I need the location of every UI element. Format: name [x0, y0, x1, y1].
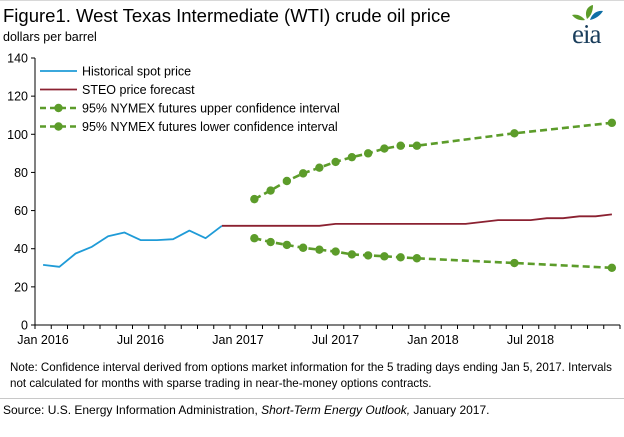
series-point-lower: [266, 237, 275, 247]
y-tick-label: 40: [14, 242, 28, 256]
x-tick-label: Jul 2016: [117, 333, 164, 347]
source-suffix: January 2017.: [410, 403, 490, 417]
series-point-upper: [607, 118, 617, 128]
series-point-lower: [250, 234, 259, 243]
source-prefix: Source: U.S. Energy Information Administ…: [3, 403, 262, 417]
series-point-upper: [396, 141, 405, 150]
series-point-lower: [510, 258, 519, 268]
eia-logo-text: eia: [572, 19, 602, 49]
legend-label-historical: Historical spot price: [82, 65, 191, 79]
series-line-historical: [42, 225, 223, 268]
figure-title: Figure1. West Texas Intermediate (WTI) c…: [3, 5, 451, 26]
series-point-upper: [412, 141, 422, 150]
x-tick-label: Jan 2016: [17, 333, 68, 347]
series-point-lower: [282, 240, 292, 250]
series-point-lower: [298, 243, 308, 252]
series-point-upper: [298, 169, 308, 178]
legend-marker-upper: [54, 103, 63, 113]
x-tick-label: Jul 2018: [507, 333, 554, 347]
x-tick-label: Jan 2018: [407, 333, 458, 347]
x-tick-label: Jul 2017: [312, 333, 359, 347]
legend-marker-lower: [54, 122, 63, 131]
top-rule: [0, 0, 624, 1]
series-point-lower: [607, 263, 617, 272]
series-point-upper: [331, 157, 340, 167]
series-point-upper: [347, 152, 357, 162]
legend-label-forecast: STEO price forecast: [82, 83, 195, 97]
eia-logo-leaves-icon: [572, 5, 603, 21]
chart-note: Note: Confidence interval derived from o…: [10, 361, 612, 390]
series-point-lower: [347, 250, 357, 259]
series-line-upper: [253, 121, 613, 201]
y-tick-label: 80: [14, 166, 28, 180]
series-point-upper: [315, 163, 324, 172]
y-tick-label: 60: [14, 204, 28, 218]
series-line-lower: [254, 236, 612, 270]
series-point-lower: [380, 252, 389, 261]
series-point-lower: [396, 253, 405, 262]
series-point-upper: [363, 149, 373, 158]
eia-logo: eia: [560, 3, 618, 51]
series-point-upper: [510, 129, 519, 138]
y-tick-label: 100: [7, 128, 28, 142]
series-point-upper: [266, 186, 275, 195]
y-tick-label: 20: [14, 280, 28, 294]
series-line-forecast: [221, 213, 613, 227]
series-point-upper: [250, 194, 259, 204]
series-point-lower: [331, 247, 340, 256]
series-point-upper: [380, 144, 389, 153]
series-point-lower: [412, 254, 422, 263]
source-line: Source: U.S. Energy Information Administ…: [3, 403, 489, 417]
series-point-upper: [282, 176, 292, 186]
x-tick-label: Jan 2017: [212, 333, 263, 347]
footer-divider: [0, 398, 624, 399]
y-axis-unit-label: dollars per barrel: [3, 30, 97, 44]
series-point-lower: [315, 245, 324, 254]
y-tick-label: 0: [21, 319, 28, 333]
legend-label-lower: 95% NYMEX futures lower confidence inter…: [82, 120, 338, 134]
series-point-lower: [363, 251, 373, 260]
y-tick-label: 120: [7, 90, 28, 104]
legend-label-upper: 95% NYMEX futures upper confidence inter…: [82, 102, 340, 116]
source-publication: Short-Term Energy Outlook,: [261, 403, 411, 417]
y-tick-label: 140: [7, 52, 28, 66]
